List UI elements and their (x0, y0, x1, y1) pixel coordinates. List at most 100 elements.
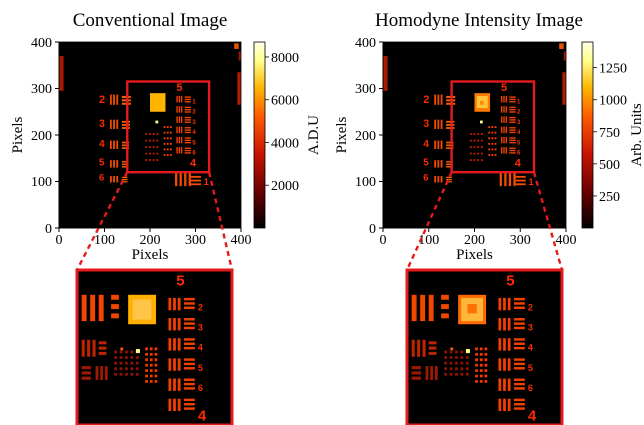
target-bar (168, 338, 172, 351)
target-bar (184, 149, 191, 152)
target-bar (509, 111, 516, 113)
x-axis: 0 100 200 300 400 Pixels (380, 227, 577, 263)
fine-dot (119, 361, 123, 365)
target-bar (440, 175, 443, 183)
target-bar (173, 358, 176, 371)
target-bar (507, 398, 511, 412)
colorbar-tick-label: 4000 (271, 136, 299, 151)
fine-dot (125, 361, 128, 365)
target-bar (111, 294, 119, 300)
target-bar (121, 144, 130, 147)
target-bar (509, 101, 516, 103)
zoom-element-number: 4 (198, 343, 203, 353)
target-bar (177, 318, 181, 331)
target-bar (176, 126, 178, 134)
fine-dot (119, 350, 123, 354)
fine-dot (163, 154, 166, 156)
fine-dot (130, 372, 134, 376)
zoom-group-number: 4 (198, 407, 207, 424)
target-bar (440, 140, 443, 149)
target-bar (509, 141, 516, 144)
fine-dot (119, 367, 123, 371)
fine-dot (455, 350, 458, 354)
target-bar (503, 136, 505, 144)
fine-dot (149, 133, 151, 135)
element-number: 4 (192, 130, 196, 136)
x-tick-label: 0 (380, 233, 387, 248)
x-axis-label: Pixels (132, 247, 169, 263)
target-bar (513, 318, 525, 321)
target-bar (121, 181, 128, 183)
fine-dot (166, 126, 169, 129)
fine-dot (149, 139, 151, 142)
fine-dot (156, 159, 159, 162)
panel-homodyne: Homodyne Intensity Image 23456512345641 … (334, 10, 644, 263)
target-bar (178, 147, 181, 154)
target-bar (184, 121, 191, 123)
fine-dot (480, 133, 483, 135)
target-bar (509, 98, 516, 101)
fine-dot (449, 372, 453, 376)
target-bar (509, 131, 516, 134)
fine-dot (494, 148, 497, 151)
fine-dot (460, 361, 464, 365)
y-tick-label: 400 (355, 36, 376, 51)
group-number: 4 (423, 139, 429, 150)
fine-dot (145, 363, 148, 367)
zoom-connector (532, 171, 564, 271)
target-bar (509, 149, 516, 152)
target-bar (428, 351, 437, 355)
target-bar (98, 351, 107, 355)
colorbar-gradient (581, 41, 594, 229)
y-tick-label: 200 (355, 129, 376, 144)
target-bar (168, 297, 172, 311)
fine-dot (125, 372, 128, 376)
fine-dot (473, 133, 476, 135)
target-bar (121, 176, 128, 179)
target-bar (428, 341, 437, 345)
target-bar (183, 338, 195, 341)
fine-dot (152, 159, 155, 162)
target-bar (503, 116, 505, 123)
target-bar (188, 171, 191, 187)
fine-dot (166, 137, 169, 140)
fine-dot (163, 137, 166, 140)
y-axis: 0 100 200 300 400 Pixels (334, 36, 384, 237)
zoom-inset-homodyne: 5 2 3 4 5 6 4 (405, 171, 564, 425)
fine-dot (449, 367, 453, 371)
target-bar (437, 119, 440, 129)
target-bar (176, 116, 178, 123)
target-bar (109, 175, 112, 183)
group-number: 4 (99, 139, 105, 150)
target-bar (184, 171, 187, 187)
fine-dot (114, 372, 117, 376)
colorbar-tick-label: 1000 (599, 94, 627, 109)
target-bar (184, 108, 191, 111)
target-bar (446, 181, 452, 183)
group-number: 5 (501, 82, 507, 94)
group-number: 4 (515, 158, 522, 170)
target-bar (92, 339, 96, 357)
target-bar (434, 175, 437, 183)
fine-dot (480, 152, 483, 155)
fine-dot (145, 159, 148, 162)
fine-dot (149, 358, 153, 362)
fine-dot (163, 142, 166, 145)
target-bar (121, 127, 130, 129)
target-bar (183, 297, 195, 301)
group-number: 2 (423, 94, 429, 106)
target-bar (183, 402, 195, 406)
target-bar (503, 398, 506, 412)
target-bar (190, 179, 201, 182)
y-tick-label: 100 (355, 175, 376, 190)
target-bar (184, 141, 191, 144)
fine-dot (135, 367, 139, 371)
target-bar (183, 378, 195, 381)
target-bar (513, 306, 525, 310)
y-axis-label: Pixels (334, 117, 350, 154)
edge-feature (563, 51, 566, 61)
target-bar (184, 116, 191, 119)
x-tick-label: 100 (418, 233, 439, 248)
